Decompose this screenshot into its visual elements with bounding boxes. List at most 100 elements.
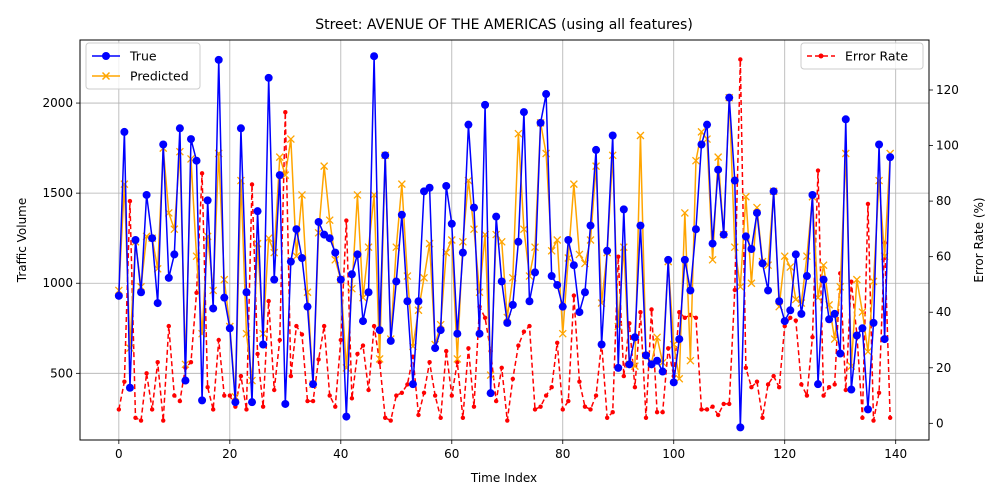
true-point: [142, 190, 151, 199]
error-rate-point: [826, 385, 832, 390]
true-point: [886, 153, 895, 162]
chart-title: Street: AVENUE OF THE AMERICAS (using al…: [315, 17, 693, 33]
predicted-point: [780, 252, 789, 261]
error-rate-point: [588, 407, 593, 412]
true-point: [347, 270, 356, 279]
true-point: [458, 248, 467, 257]
error-rate-point: [194, 290, 199, 295]
y2-tick-label: 100: [936, 139, 959, 153]
predicted-point: [420, 273, 428, 282]
true-point: [386, 336, 395, 345]
true-point: [697, 140, 706, 149]
y-tick-label: 500: [50, 366, 73, 380]
error-rate-point: [155, 360, 160, 365]
true-point: [486, 389, 495, 398]
error-rate-point: [754, 379, 760, 384]
error-rate-point: [355, 351, 360, 357]
y2-tick-label: 80: [936, 194, 951, 208]
true-point: [619, 205, 628, 214]
true-point: [159, 140, 168, 149]
y2-tick-label: 120: [936, 83, 959, 97]
predicted-point: [819, 261, 828, 270]
true-point: [669, 378, 678, 387]
error-rate-point: [566, 398, 571, 404]
error-rate-point: [638, 310, 643, 315]
true-point: [830, 309, 839, 318]
plot-frame: [79, 39, 930, 441]
true-point: [442, 181, 451, 190]
true-point: [536, 118, 545, 127]
error-rate-point: [438, 415, 443, 420]
x-tick-label: 120: [773, 447, 796, 461]
error-rate-point: [760, 415, 765, 420]
y2-tick-label: 60: [936, 250, 951, 264]
true-point: [675, 335, 684, 344]
true-point: [364, 288, 373, 297]
error-rate-point: [887, 415, 893, 420]
y-tick-label: 1000: [42, 276, 73, 290]
true-point: [814, 380, 823, 389]
true-point: [686, 286, 695, 295]
true-point: [569, 261, 578, 270]
true-point: [808, 190, 817, 199]
error-rate-point: [771, 373, 776, 379]
error-rate-point: [471, 404, 477, 409]
error-rate-point: [738, 57, 743, 62]
true-point: [131, 236, 140, 244]
y-tick-label: 2000: [42, 96, 73, 110]
error-rate-point: [116, 407, 122, 412]
true-point: [691, 225, 700, 234]
true-point: [497, 277, 506, 286]
predicted-point: [364, 243, 373, 252]
error-rate-point: [305, 398, 310, 404]
true-point: [342, 412, 351, 421]
error-rate-point: [210, 407, 216, 412]
true-point: [253, 207, 262, 216]
error-rate-point: [727, 401, 732, 407]
true-point: [248, 398, 257, 407]
true-series-line: [118, 55, 891, 429]
predicted-point: [869, 277, 878, 286]
true-point: [819, 275, 828, 284]
true-point: [725, 93, 734, 102]
legend-left: True Predicted: [85, 42, 201, 90]
error-rate-point: [427, 360, 432, 365]
error-rate-point: [749, 385, 754, 390]
error-rate-point: [349, 396, 355, 401]
error-rate-point: [444, 348, 449, 354]
predicted-point: [470, 225, 478, 234]
true-point: [503, 318, 512, 327]
true-point: [309, 380, 318, 389]
true-point: [558, 302, 567, 311]
true-point: [469, 203, 478, 212]
true-point: [203, 196, 212, 205]
error-rate-point: [654, 410, 660, 415]
true-point: [425, 183, 434, 192]
error-rate-point: [593, 393, 599, 398]
true-point: [764, 286, 773, 295]
true-point: [125, 383, 134, 392]
y2-tick-label: 40: [936, 305, 951, 319]
error-rate-point: [765, 382, 771, 387]
error-rate-series-line: [118, 58, 891, 422]
true-point: [231, 398, 240, 407]
error-rate-point: [538, 404, 543, 409]
true-point: [752, 208, 761, 217]
true-point: [630, 333, 639, 342]
error-rate-point: [460, 415, 466, 420]
true-point: [858, 324, 867, 333]
error-rate-layer: [116, 57, 893, 423]
true-point: [836, 349, 845, 358]
true-point: [120, 127, 129, 136]
error-rate-point: [582, 404, 588, 409]
true-point: [597, 340, 606, 349]
predicted-point: [353, 190, 362, 199]
error-rate-point: [238, 373, 244, 379]
true-point: [636, 221, 645, 230]
true-point: [281, 399, 290, 408]
true-point: [791, 250, 800, 259]
error-rate-point: [660, 410, 665, 415]
true-point: [875, 140, 884, 149]
error-rate-point: [665, 346, 671, 351]
true-point: [780, 317, 789, 326]
